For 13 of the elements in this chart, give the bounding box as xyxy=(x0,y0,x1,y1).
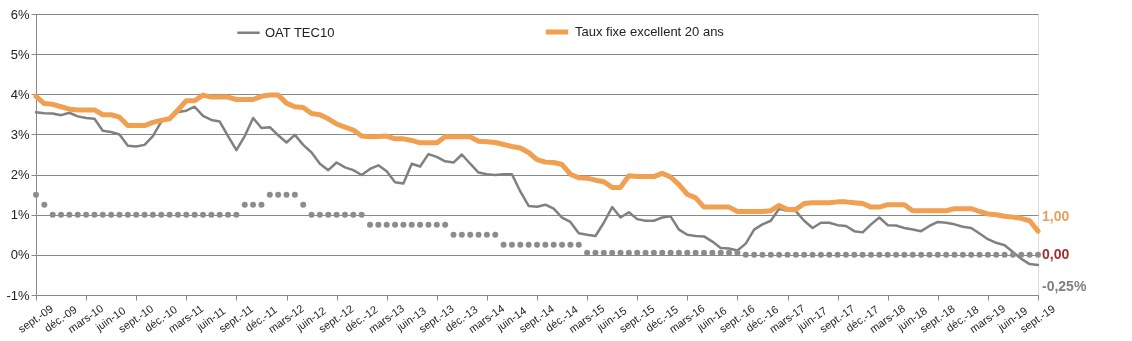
legend-label: OAT TEC10 xyxy=(265,24,335,40)
y-tick-label: 1% xyxy=(10,207,30,223)
legend-label: Taux fixe excellent 20 ans xyxy=(575,24,725,39)
y-tick-label: 5% xyxy=(10,46,30,62)
annotation: 1,00 xyxy=(1042,208,1070,225)
y-tick-label: 4% xyxy=(10,86,30,102)
y-tick-label: 6% xyxy=(10,6,30,22)
y-tick-label: 3% xyxy=(10,126,30,142)
y-tick-label: 0% xyxy=(10,247,30,263)
y-tick-label: 2% xyxy=(10,167,30,183)
annotation: 0,00 xyxy=(1042,245,1070,262)
y-tick-label: -1% xyxy=(6,287,30,303)
annotation: -0,25% xyxy=(1042,277,1087,294)
